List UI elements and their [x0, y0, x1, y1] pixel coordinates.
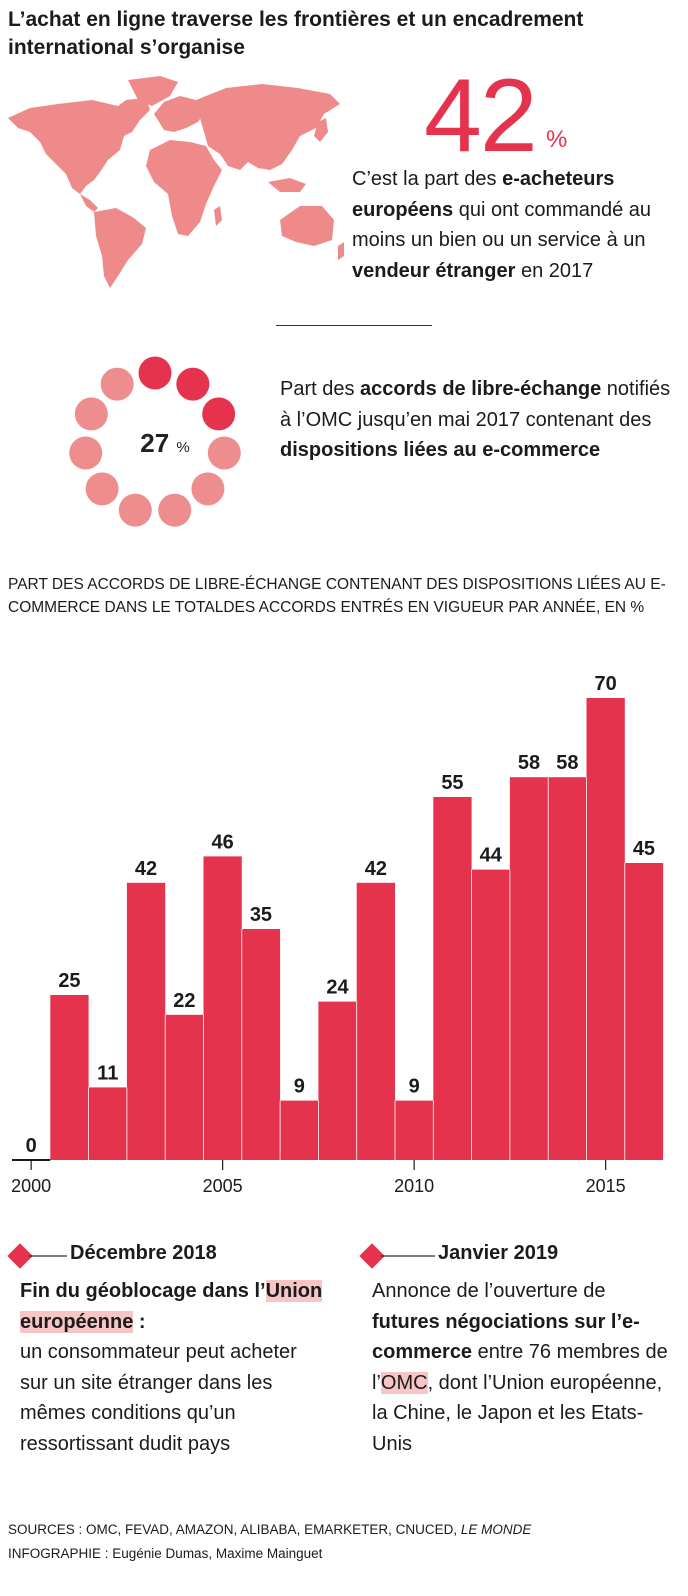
ring-dot-empty [69, 436, 103, 470]
bar-2002 [88, 1087, 127, 1160]
bar-value-label: 42 [135, 858, 157, 880]
bar-2005 [203, 856, 242, 1160]
bar-2003 [126, 882, 166, 1160]
bar-2004 [165, 1014, 204, 1160]
ring-dot-filled [202, 397, 236, 431]
event-date-dec-2018: Décembre 2018 [70, 1242, 217, 1264]
event-text-jan-2019: Annonce de l’ouverture de futures négoci… [372, 1280, 668, 1455]
event-text-dec-2018: Fin du géoblocage dans l’Union européenn… [20, 1280, 323, 1455]
ring-dot-empty [207, 436, 241, 470]
ring-27-percent [69, 356, 241, 527]
x-tick-label: 2000 [11, 1176, 51, 1196]
bar-2012 [471, 869, 510, 1160]
bar-2006 [241, 929, 281, 1160]
bar-value-label: 9 [294, 1076, 305, 1098]
bar-2016 [624, 863, 664, 1160]
ring-dot-empty [100, 367, 134, 401]
bar-value-label: 55 [441, 772, 463, 794]
bar-value-label: 9 [409, 1076, 420, 1098]
bar-value-label: 24 [326, 977, 349, 999]
world-map-icon [8, 76, 344, 288]
ring-dot-filled [176, 367, 210, 401]
bar-chart: 0 25 11 42 22 46 35 9 24 42 9 55 44 58 58 70 45 2000 2005 2… [11, 673, 664, 1196]
bar-value-label: 25 [58, 970, 80, 992]
stat-42-description: C’est la part des e-acheteurs européens … [352, 168, 652, 282]
bar-value-label: 44 [480, 845, 503, 867]
bar-value-label: 58 [518, 752, 540, 774]
diamond-marker-icon [359, 1243, 435, 1269]
bar-2013 [509, 777, 549, 1160]
bar-value-label: 0 [26, 1135, 37, 1157]
bar-value-label: 46 [212, 831, 234, 853]
bar-2001 [50, 995, 89, 1160]
page-title: L’achat en ligne traverse les frontières… [8, 8, 584, 59]
ring-dot-empty [74, 397, 108, 431]
ring-dot-filled [138, 356, 172, 390]
bar-value-label: 22 [173, 990, 195, 1012]
bar-2009 [356, 882, 395, 1160]
chart-title: PART DES ACCORDS DE LIBRE-ÉCHANGE CONTEN… [8, 576, 666, 616]
bar-value-label: 11 [97, 1062, 118, 1084]
bar-value-label: 58 [556, 752, 578, 774]
bar-value-label: 45 [633, 838, 655, 860]
event-date-jan-2019: Janvier 2019 [438, 1242, 559, 1264]
section-divider [276, 325, 432, 326]
ring-dot-empty [158, 493, 192, 527]
x-tick-label: 2010 [394, 1176, 434, 1196]
bar-2010 [395, 1100, 434, 1160]
bar-value-label: 35 [250, 904, 272, 926]
stat-27-description: Part des accords de libre-échange notifi… [280, 378, 671, 461]
ring-dot-empty [191, 472, 225, 506]
x-tick-label: 2005 [203, 1176, 243, 1196]
bar-2007 [280, 1100, 319, 1160]
x-tick-label: 2015 [586, 1176, 626, 1196]
bar-value-label: 70 [595, 673, 617, 695]
sources-credits: SOURCES : OMC, FEVAD, AMAZON, ALIBABA, E… [8, 1522, 532, 1561]
diamond-marker-icon [7, 1243, 67, 1269]
stat-42-unit: % [546, 126, 568, 153]
ring-dot-empty [118, 493, 152, 527]
bar-2014 [548, 777, 587, 1160]
ring-dot-empty [85, 472, 119, 506]
stat-42-value: 42 [424, 58, 538, 174]
bar-2011 [433, 797, 472, 1160]
bar-value-label: 42 [365, 858, 387, 880]
stat-27-value: 27 % [140, 428, 190, 458]
bar-2015 [586, 698, 625, 1160]
bar-2008 [318, 1001, 357, 1160]
